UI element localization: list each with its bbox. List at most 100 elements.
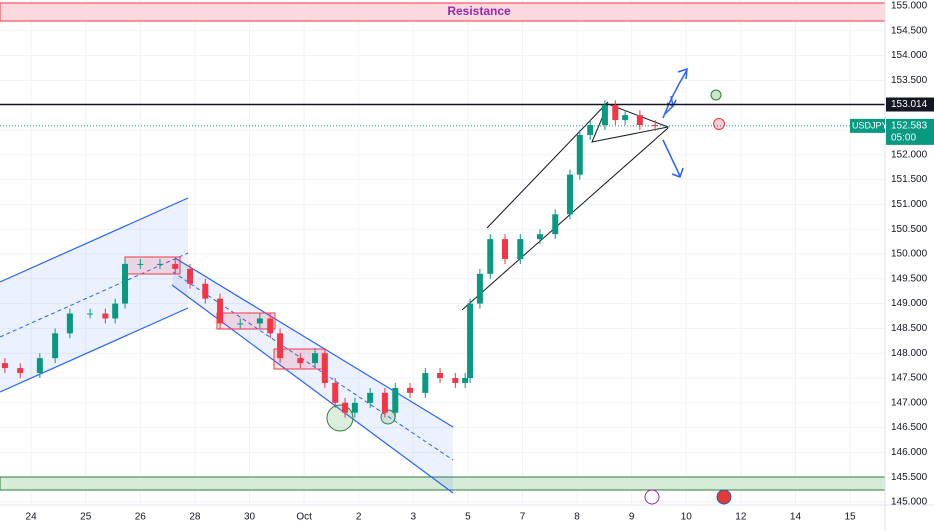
candle-body	[587, 125, 594, 135]
candle-body	[312, 353, 319, 364]
price-tag	[886, 118, 934, 145]
symbol-label: USDJPY	[852, 120, 888, 130]
channel-down	[172, 258, 453, 493]
channel-line	[0, 307, 189, 393]
y-tick-label: 146.000	[891, 447, 928, 458]
x-tick-label: Oct	[296, 512, 312, 523]
signal-buy	[710, 89, 722, 101]
candle-body	[156, 263, 163, 265]
event-icon	[716, 489, 732, 505]
candle-body	[467, 303, 474, 378]
resistance-label: Resistance	[447, 4, 511, 18]
candle-body	[392, 387, 399, 413]
candle-body	[36, 358, 43, 374]
y-tick-label: 154.000	[891, 50, 928, 61]
x-tick-label: 26	[135, 512, 147, 523]
low-marker	[326, 404, 354, 432]
candle-body	[87, 313, 94, 315]
x-tick-label: 24	[26, 512, 38, 523]
candle-body	[137, 263, 144, 265]
consolidation-box	[124, 256, 181, 275]
candle-body	[612, 105, 619, 121]
candle-body	[202, 283, 209, 299]
candle-body	[17, 368, 24, 374]
candle-body	[1, 363, 8, 369]
level-tag	[886, 97, 934, 112]
channel-line	[174, 257, 454, 428]
candle-body	[636, 115, 643, 126]
candle-body	[52, 333, 59, 359]
x-tick-label: 9	[629, 512, 635, 523]
arrow-down	[662, 139, 684, 178]
candle-body	[256, 318, 263, 324]
wedge-line	[486, 101, 609, 229]
candle-body	[217, 298, 224, 324]
x-tick-label: 8	[574, 512, 580, 523]
candle-body	[622, 115, 629, 121]
y-tick-label: 149.000	[891, 298, 928, 309]
candle-body	[422, 373, 429, 393]
x-tick-label: 25	[80, 512, 92, 523]
candle-body	[407, 387, 414, 393]
candle-body	[297, 358, 304, 364]
candle-body	[652, 125, 659, 127]
candle-body	[112, 303, 119, 319]
candle-body	[267, 318, 274, 334]
candle-body	[536, 234, 543, 240]
x-tick-label: 28	[189, 512, 201, 523]
candle-body	[367, 392, 374, 403]
candle-body	[476, 273, 483, 304]
x-tick-label: 12	[735, 512, 747, 523]
axes: 145.000 145.500 146.000 146.500 147.000 147.5…	[26, 1, 934, 523]
candle-body	[552, 214, 559, 235]
candle-body	[321, 353, 328, 383]
candle-body	[237, 323, 244, 325]
candle-body	[381, 392, 388, 413]
channel-up	[0, 198, 188, 392]
resistance-zone	[0, 2, 886, 22]
x-tick-label: 10	[681, 512, 693, 523]
y-tick-label: 147.500	[891, 373, 928, 384]
y-tick-label: 152.000	[891, 149, 928, 160]
signal-sell	[713, 118, 725, 130]
candle-body	[462, 378, 469, 383]
candle-body	[66, 313, 73, 334]
countdown-label: 05:00	[891, 133, 916, 144]
consolidation-box	[216, 312, 276, 330]
x-tick-label: 15	[844, 512, 856, 523]
wedge-line	[461, 127, 669, 311]
candle-body	[576, 134, 583, 175]
candle-body	[102, 313, 109, 319]
candle-body	[601, 105, 608, 126]
candle-body	[437, 373, 444, 378]
candle-body	[172, 263, 179, 269]
x-tick-label: 30	[244, 512, 256, 523]
channel-line	[0, 197, 189, 283]
y-tick-label: 155.000	[891, 1, 928, 12]
x-tick-label: 14	[790, 512, 802, 523]
y-tick-label: 150.500	[891, 224, 928, 235]
candle-body	[122, 263, 129, 304]
candle-body	[351, 402, 358, 413]
candle-body	[332, 382, 339, 403]
y-tick-label: 153.500	[891, 75, 928, 86]
candles	[1, 100, 659, 418]
y-tick-label: 146.500	[891, 422, 928, 433]
y-tick-label: 148.500	[891, 323, 928, 334]
x-tick-label: 3	[411, 512, 417, 523]
candle-body	[517, 239, 524, 259]
candle-body	[487, 239, 494, 274]
y-tick-label: 151.000	[891, 199, 928, 210]
y-tick-label: 154.500	[891, 25, 928, 36]
last-price-label: 152.583	[891, 121, 928, 132]
y-tick-label: 151.500	[891, 174, 928, 185]
arrow-up	[662, 67, 688, 119]
level-label: 153.014	[891, 99, 928, 110]
candle-body	[277, 333, 284, 359]
candle-body	[186, 268, 193, 284]
candle-body	[566, 174, 573, 215]
x-tick-label: 2	[356, 512, 362, 523]
y-tick-label: 148.000	[891, 348, 928, 359]
levels	[0, 103, 885, 127]
x-tick-label: 7	[520, 512, 526, 523]
